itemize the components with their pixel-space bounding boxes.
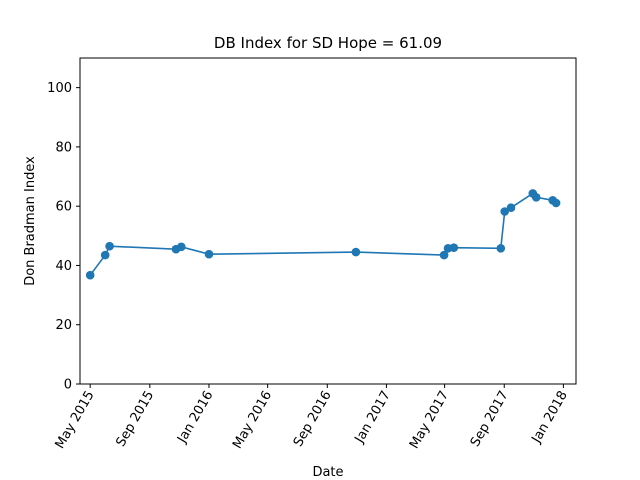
- data-point: [105, 241, 114, 251]
- y-tick-label: 20: [55, 318, 72, 333]
- y-tick-label: 60: [55, 200, 72, 215]
- chart-title: DB Index for SD Hope = 61.09: [214, 34, 442, 52]
- data-point: [177, 242, 186, 252]
- data-point: [506, 203, 516, 212]
- data-point: [449, 243, 459, 252]
- data-point: [551, 198, 561, 208]
- data-point: [439, 250, 449, 260]
- data-point: [496, 244, 506, 253]
- x-axis-label: Date: [312, 465, 343, 480]
- data-point: [85, 270, 95, 280]
- data-point: [531, 193, 541, 202]
- data-point: [351, 247, 361, 257]
- data-point: [204, 249, 214, 259]
- y-tick-label: 100: [47, 81, 72, 96]
- y-tick-label: 0: [64, 378, 72, 393]
- y-tick-label: 40: [55, 259, 72, 274]
- data-point: [100, 250, 110, 260]
- plot-frame: [79, 57, 577, 385]
- y-tick-label: 80: [55, 140, 72, 155]
- y-axis-label: Don Bradman Index: [23, 156, 38, 286]
- data-point: [500, 207, 510, 216]
